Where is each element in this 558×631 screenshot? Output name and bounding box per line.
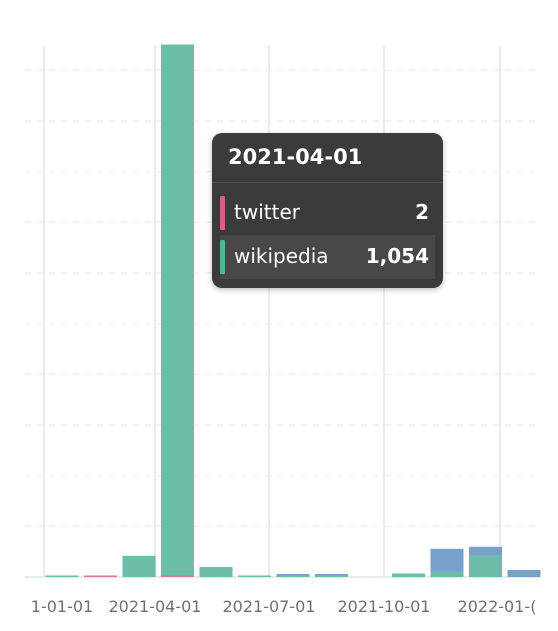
bar-segment-series-2021-08-01[interactable] <box>315 574 348 576</box>
tooltip-series-name: twitter <box>234 200 300 224</box>
tooltip-row-wikipedia: wikipedia 1,054 <box>220 235 435 279</box>
bar-segment-series-2021-12-01[interactable] <box>469 546 502 556</box>
x-tick-label: 2022-01-( <box>458 597 537 616</box>
series-color-swatch <box>220 196 225 230</box>
tooltip-title: 2021-04-01 <box>228 145 363 169</box>
tooltip: 2021-04-01 twitter 2 wikipedia 1,054 <box>212 133 443 288</box>
tooltip-divider <box>212 182 443 183</box>
bar-segment-twitter-2021-04-01[interactable] <box>161 575 194 578</box>
bars <box>45 44 541 578</box>
x-tick-label: 1-01-01 <box>31 597 93 616</box>
bar-segment-wikipedia-2021-04-01[interactable] <box>161 44 194 576</box>
bar-segment-series-2021-07-01[interactable] <box>276 574 310 576</box>
x-axis-ticks: 1-01-01 2021-04-01 2021-07-01 2021-10-01 202… <box>31 597 537 616</box>
bar-segment-wikipedia-2021-01-01[interactable] <box>45 575 79 577</box>
grid <box>25 45 540 578</box>
bar-segment-wikipedia-2021-11-01[interactable] <box>430 571 464 577</box>
tooltip-series-value: 2 <box>415 200 429 224</box>
bar-segment-series-2022-01-01[interactable] <box>507 569 541 577</box>
tooltip-series-value: 1,054 <box>365 244 429 268</box>
x-tick-label: 2021-10-01 <box>338 597 431 616</box>
bar-segment-twitter-2021-02-01[interactable] <box>84 575 117 578</box>
x-tick-label: 2021-04-01 <box>109 597 202 616</box>
x-tick-label: 2021-07-01 <box>223 597 316 616</box>
bar-segment-wikipedia-2021-07-01[interactable] <box>276 575 310 578</box>
bar-segment-series-2021-11-01[interactable] <box>430 548 464 572</box>
bar-segment-wikipedia-2021-12-01[interactable] <box>469 555 502 577</box>
tooltip-series-name: wikipedia <box>234 244 329 268</box>
bar-segment-wikipedia-2021-10-01[interactable] <box>392 573 425 577</box>
series-color-swatch <box>220 240 225 274</box>
bar-segment-wikipedia-2021-06-01[interactable] <box>238 575 271 577</box>
bar-segment-wikipedia-2021-08-01[interactable] <box>315 575 348 578</box>
bar-segment-wikipedia-2021-05-01[interactable] <box>199 566 233 577</box>
bar-segment-wikipedia-2021-03-01[interactable] <box>122 555 156 577</box>
tooltip-row-twitter: twitter 2 <box>220 191 435 235</box>
